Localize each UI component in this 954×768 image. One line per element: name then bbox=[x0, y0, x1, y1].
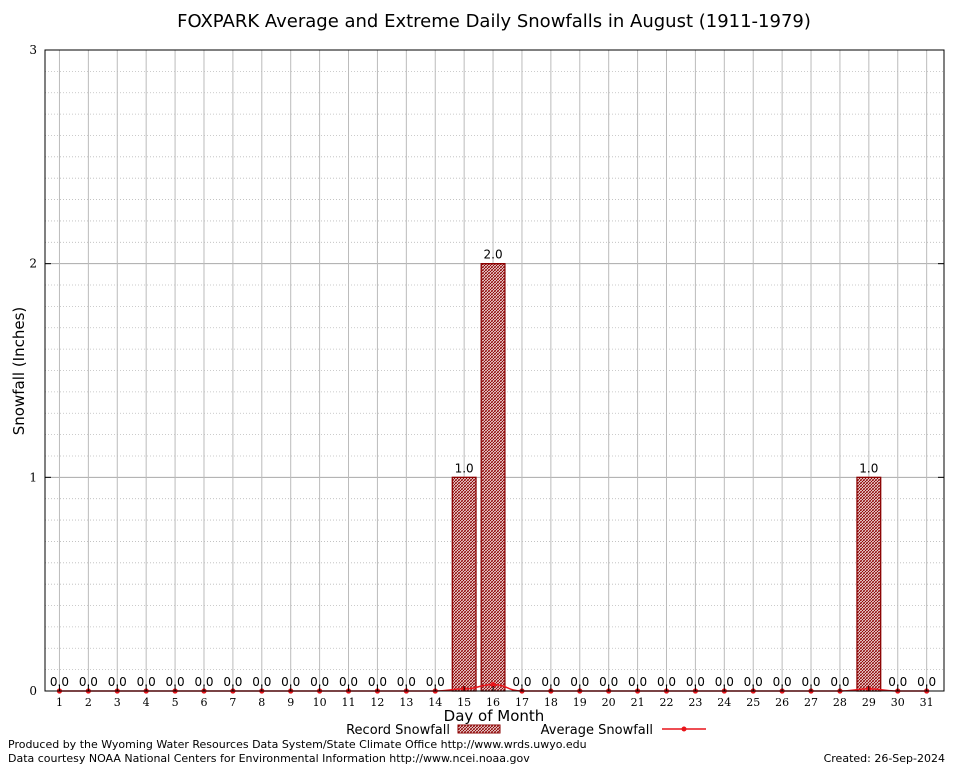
x-tick-label: 21 bbox=[631, 696, 645, 709]
bar-value-label: 0.0 bbox=[166, 675, 185, 689]
bar-value-label: 1.0 bbox=[455, 461, 474, 475]
x-tick-label: 14 bbox=[428, 696, 442, 709]
bar-value-label: 0.0 bbox=[397, 675, 416, 689]
bar-value-label: 0.0 bbox=[917, 675, 936, 689]
x-tick-label: 1 bbox=[56, 696, 63, 709]
legend-average-label: Average Snowfall bbox=[541, 723, 653, 738]
average-marker bbox=[490, 681, 496, 688]
x-tick-label: 30 bbox=[891, 696, 905, 709]
bar-value-label: 0.0 bbox=[715, 675, 734, 689]
legend-record-swatch bbox=[457, 724, 501, 734]
footer-data-courtesy: Data courtesy NOAA National Centers for … bbox=[8, 752, 530, 765]
x-tick-label: 27 bbox=[804, 696, 818, 709]
x-tick-label: 13 bbox=[399, 696, 413, 709]
record-bar bbox=[480, 263, 506, 692]
x-tick-label: 12 bbox=[370, 696, 384, 709]
x-tick-label: 16 bbox=[486, 696, 500, 709]
x-tick-label: 9 bbox=[287, 696, 294, 709]
bar-value-label: 0.0 bbox=[570, 675, 589, 689]
bar-value-label: 0.0 bbox=[310, 675, 329, 689]
plot-frame bbox=[44, 49, 945, 692]
x-tick-label: 10 bbox=[313, 696, 327, 709]
bar-value-label: 0.0 bbox=[281, 675, 300, 689]
bar-value-label: 0.0 bbox=[50, 675, 69, 689]
x-tick-label: 25 bbox=[746, 696, 760, 709]
x-tick-label: 11 bbox=[342, 696, 356, 709]
bar-value-label: 0.0 bbox=[137, 675, 156, 689]
x-tick-label: 24 bbox=[717, 696, 731, 709]
y-tick-label: 1 bbox=[29, 470, 37, 484]
x-tick-label: 31 bbox=[920, 696, 934, 709]
footer-created: Created: 26-Sep-2024 bbox=[823, 752, 945, 765]
bar-value-label: 0.0 bbox=[252, 675, 271, 689]
legend: Record Snowfall Average Snowfall bbox=[346, 723, 706, 738]
x-tick-label: 19 bbox=[573, 696, 587, 709]
x-tick-label: 7 bbox=[229, 696, 236, 709]
y-tick-label: 2 bbox=[29, 257, 37, 271]
chart-title: FOXPARK Average and Extreme Daily Snowfa… bbox=[177, 11, 811, 32]
bar-value-label: 0.0 bbox=[628, 675, 647, 689]
x-tick-label: 8 bbox=[258, 696, 265, 709]
x-tick-label: 18 bbox=[544, 696, 558, 709]
bar-value-label: 0.0 bbox=[512, 675, 531, 689]
bar-value-label: 2.0 bbox=[484, 248, 503, 262]
legend-record-label: Record Snowfall bbox=[346, 723, 450, 738]
bar-value-label: 0.0 bbox=[194, 675, 213, 689]
record-bar bbox=[451, 476, 477, 692]
x-tick-label: 20 bbox=[602, 696, 616, 709]
y-tick-label: 3 bbox=[29, 43, 37, 57]
bar-value-label: 0.0 bbox=[888, 675, 907, 689]
bar-value-label: 0.0 bbox=[744, 675, 763, 689]
bar-value-label: 0.0 bbox=[223, 675, 242, 689]
bar-value-label: 0.0 bbox=[657, 675, 676, 689]
y-axis-label: Snowfall (Inches) bbox=[10, 307, 28, 435]
x-tick-label: 15 bbox=[457, 696, 471, 709]
bar-value-label: 0.0 bbox=[339, 675, 358, 689]
x-tick-label: 29 bbox=[862, 696, 876, 709]
bar-value-label: 0.0 bbox=[368, 675, 387, 689]
bar-value-label: 1.0 bbox=[859, 461, 878, 475]
bar-value-label: 0.0 bbox=[108, 675, 127, 689]
bar-value-label: 0.0 bbox=[773, 675, 792, 689]
footer-produced-by: Produced by the Wyoming Water Resources … bbox=[8, 738, 587, 751]
bar-value-label: 0.0 bbox=[541, 675, 560, 689]
x-tick-label: 5 bbox=[172, 696, 179, 709]
y-tick-label: 0 bbox=[29, 684, 37, 698]
legend-average-marker bbox=[681, 726, 687, 732]
bar-value-label: 0.0 bbox=[830, 675, 849, 689]
x-tick-label: 26 bbox=[775, 696, 789, 709]
x-axis-label: Day of Month bbox=[444, 707, 545, 725]
record-bar bbox=[856, 476, 882, 692]
bar-value-label: 0.0 bbox=[426, 675, 445, 689]
bar-value-label: 0.0 bbox=[801, 675, 820, 689]
bar-labels: 0.0 0.0 0.0 0.0 0.0 0.0 0.0 0.0 0.0 0.0 0.0 0.0 0.0 0… bbox=[50, 248, 936, 689]
bar-value-label: 0.0 bbox=[599, 675, 618, 689]
x-tick-label: 4 bbox=[143, 696, 150, 709]
bar-value-label: 0.0 bbox=[79, 675, 98, 689]
x-tick-label: 28 bbox=[833, 696, 847, 709]
x-tick-label: 22 bbox=[659, 696, 673, 709]
x-tick-label: 17 bbox=[515, 696, 529, 709]
x-tick-label: 3 bbox=[114, 696, 121, 709]
x-tick-label: 2 bbox=[85, 696, 92, 709]
bar-value-label: 0.0 bbox=[686, 675, 705, 689]
x-tick-label: 6 bbox=[200, 696, 207, 709]
x-tick-label: 23 bbox=[688, 696, 702, 709]
